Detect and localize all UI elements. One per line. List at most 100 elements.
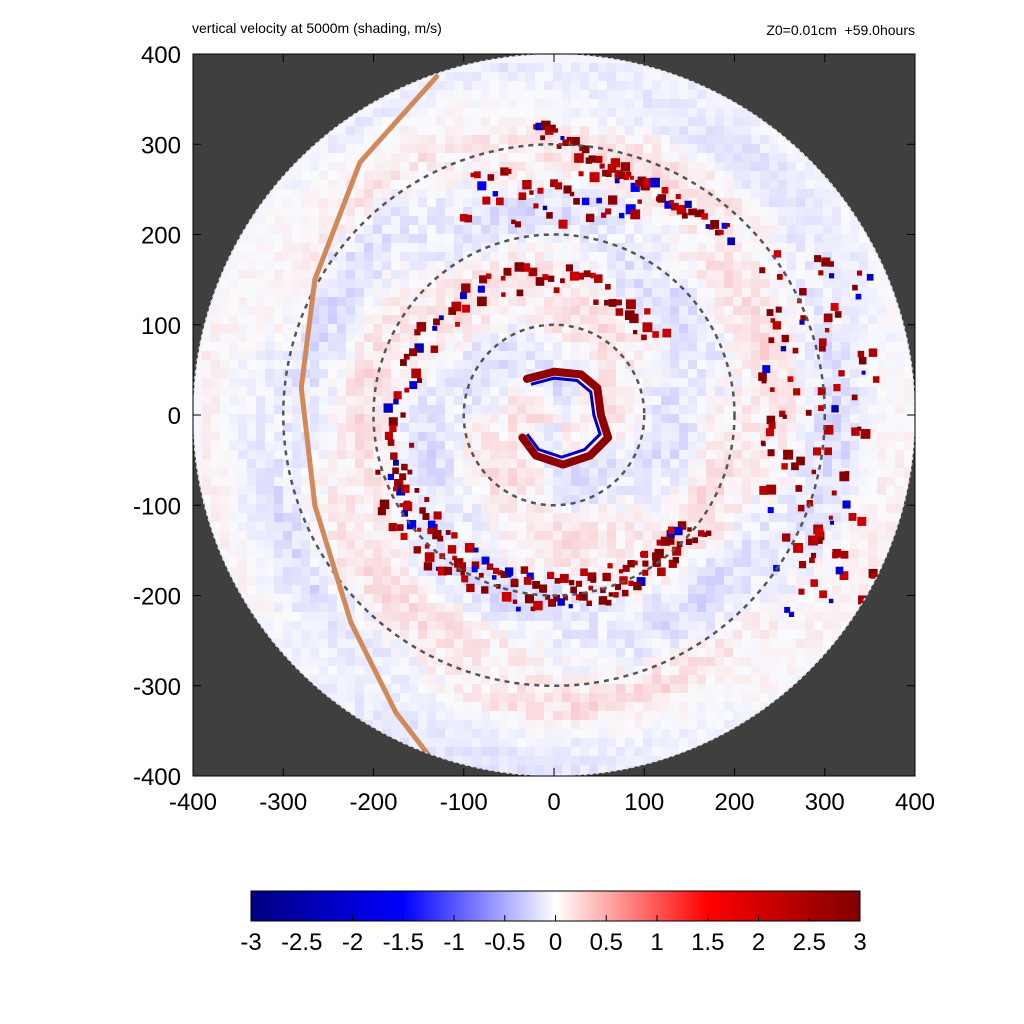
field-cell [526, 702, 535, 711]
field-cell [391, 558, 400, 567]
field-cell [256, 315, 265, 324]
field-cell [517, 513, 526, 522]
field-cell [490, 657, 499, 666]
field-cell [679, 639, 688, 648]
field-cell [571, 243, 580, 252]
field-cell [841, 540, 850, 549]
field-cell [526, 540, 535, 549]
field-cell [346, 279, 355, 288]
field-cell [697, 90, 706, 99]
field-cell [580, 135, 589, 144]
field-cell [805, 423, 814, 432]
field-cell [688, 612, 697, 621]
field-cell [274, 243, 283, 252]
field-cell [823, 567, 832, 576]
field-cell [319, 450, 328, 459]
field-cell [445, 288, 454, 297]
field-cell [553, 72, 562, 81]
field-cell [769, 648, 778, 657]
field-cell [742, 612, 751, 621]
field-cell [697, 684, 706, 693]
field-cell [733, 423, 742, 432]
field-cell [445, 585, 454, 594]
field-cell [697, 441, 706, 450]
field-cell [481, 648, 490, 657]
field-cell [679, 171, 688, 180]
field-cell [751, 351, 760, 360]
field-cell [364, 189, 373, 198]
field-cell [751, 207, 760, 216]
field-cell [742, 387, 751, 396]
field-cell [229, 513, 238, 522]
field-cell [346, 378, 355, 387]
field-cell [382, 252, 391, 261]
field-cell [733, 261, 742, 270]
field-cell [499, 180, 508, 189]
field-cell [787, 369, 796, 378]
field-cell [337, 675, 346, 684]
field-cell [661, 351, 670, 360]
field-cell [769, 684, 778, 693]
field-cell [301, 666, 310, 675]
field-cell [580, 468, 589, 477]
field-cell [517, 594, 526, 603]
field-cell [517, 99, 526, 108]
field-cell [553, 432, 562, 441]
field-cell [697, 234, 706, 243]
field-cell [562, 486, 571, 495]
field-cell [571, 558, 580, 567]
field-cell [409, 144, 418, 153]
field-cell [418, 207, 427, 216]
field-cell [598, 738, 607, 747]
field-cell [382, 108, 391, 117]
field-cell [508, 234, 517, 243]
field-cell [409, 405, 418, 414]
field-cell [742, 441, 751, 450]
field-cell [508, 333, 517, 342]
field-cell [490, 693, 499, 702]
field-cell [418, 126, 427, 135]
field-cell [580, 378, 589, 387]
field-cell [490, 531, 499, 540]
field-cell [661, 702, 670, 711]
field-cell [553, 90, 562, 99]
field-cell [553, 342, 562, 351]
field-cell [535, 513, 544, 522]
field-cell [841, 378, 850, 387]
field-cell [418, 198, 427, 207]
field-cell [580, 297, 589, 306]
field-cell [697, 459, 706, 468]
field-cell [751, 369, 760, 378]
field-cell [643, 432, 652, 441]
field-cell [553, 360, 562, 369]
field-cell [499, 495, 508, 504]
field-cell [616, 324, 625, 333]
field-cell [823, 468, 832, 477]
field-cell [517, 486, 526, 495]
field-cell [535, 243, 544, 252]
field-cell [544, 675, 553, 684]
field-cell [382, 396, 391, 405]
field-cell [301, 288, 310, 297]
field-cell [769, 459, 778, 468]
field-cell [625, 594, 634, 603]
field-cell [418, 693, 427, 702]
field-cell [580, 504, 589, 513]
field-cell [400, 189, 409, 198]
field-cell [508, 432, 517, 441]
field-cell [337, 405, 346, 414]
field-cell [589, 99, 598, 108]
field-cell [715, 306, 724, 315]
field-cell [715, 297, 724, 306]
field-cell [616, 639, 625, 648]
field-cell [841, 198, 850, 207]
field-cell [373, 162, 382, 171]
field-cell [598, 108, 607, 117]
field-cell [247, 495, 256, 504]
field-cell [562, 144, 571, 153]
field-cell [670, 99, 679, 108]
field-cell [715, 702, 724, 711]
field-cell [481, 315, 490, 324]
field-cell [337, 261, 346, 270]
field-cell [724, 495, 733, 504]
